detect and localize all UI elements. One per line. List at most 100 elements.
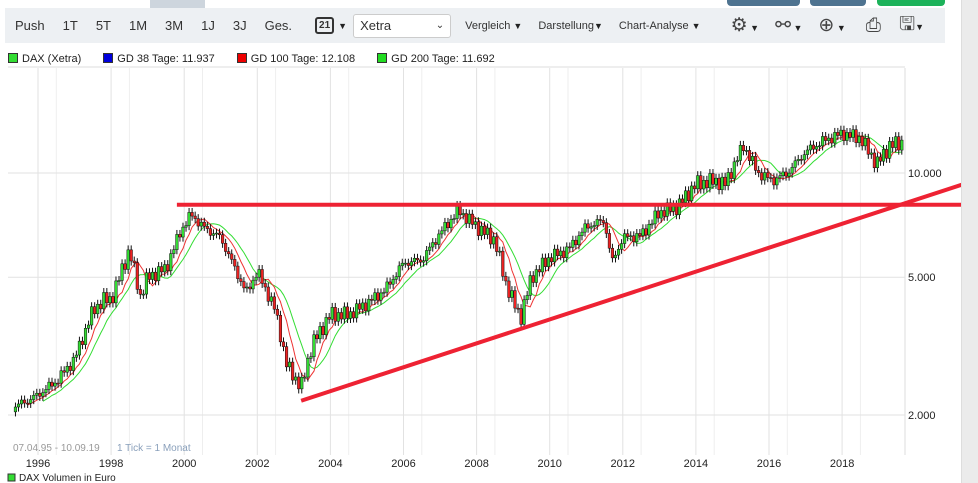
candle <box>129 249 133 262</box>
candle <box>711 173 715 185</box>
candle <box>507 280 511 298</box>
candle <box>492 236 496 245</box>
candle <box>525 295 529 301</box>
candle <box>324 317 328 335</box>
candle <box>16 403 21 408</box>
candle <box>479 225 484 236</box>
candle <box>537 269 541 273</box>
candle <box>747 150 752 162</box>
top-button-3[interactable] <box>877 0 945 6</box>
candle <box>336 312 340 322</box>
candle <box>236 265 240 279</box>
save-icon[interactable]: 🖫▼ <box>898 13 925 35</box>
menu-vergleich[interactable]: Vergleich ▼ <box>465 19 523 32</box>
exchange-select[interactable]: Xetra ⌄ <box>353 13 452 38</box>
candle <box>62 370 66 373</box>
candle <box>717 177 721 191</box>
range-3m[interactable]: 3M <box>165 18 184 33</box>
candle <box>677 198 682 215</box>
candle <box>178 234 182 238</box>
candle <box>388 281 392 285</box>
candle <box>111 296 115 304</box>
candle <box>309 356 313 359</box>
candle <box>281 341 286 347</box>
candle <box>857 136 861 143</box>
candle <box>714 177 718 185</box>
candle <box>845 132 849 141</box>
support-trendline <box>300 177 978 403</box>
legend-item: DAX (Xetra) <box>8 53 81 65</box>
candle <box>71 357 75 371</box>
range-ges[interactable]: Ges. <box>264 18 293 33</box>
candle <box>35 392 39 396</box>
candle <box>397 265 401 277</box>
candle <box>422 260 426 263</box>
candle <box>242 281 246 289</box>
range-3j[interactable]: 3J <box>232 18 247 33</box>
candle <box>269 296 273 302</box>
candle <box>367 298 371 312</box>
y-tick-label: 2.000 <box>908 410 936 422</box>
gear-icon[interactable]: ⚙ ▼ <box>730 15 760 36</box>
page-scrollbar[interactable] <box>961 0 978 483</box>
exchange-value: Xetra <box>360 18 392 33</box>
candle <box>361 302 365 310</box>
zoom-in-icon[interactable]: ⊕ ▼ <box>818 15 846 36</box>
candle <box>744 150 749 152</box>
range-1j[interactable]: 1J <box>201 18 215 33</box>
candle <box>348 311 353 319</box>
candle <box>851 129 855 138</box>
menu-darstellung[interactable]: Darstellung▼ <box>538 19 603 32</box>
candle <box>708 173 712 189</box>
menu-chart-analyse[interactable]: Chart-Analyse ▼ <box>618 19 701 32</box>
candle <box>872 152 876 169</box>
candle <box>77 340 81 356</box>
candle <box>385 281 389 293</box>
range-1m[interactable]: 1M <box>128 18 148 33</box>
candle <box>117 280 121 282</box>
candle <box>772 177 776 186</box>
candle <box>351 311 356 319</box>
range-1t[interactable]: 1T <box>62 18 78 33</box>
candle <box>620 243 624 250</box>
candle <box>687 190 691 202</box>
candle <box>157 266 161 281</box>
candle <box>796 159 800 162</box>
range-push[interactable]: Push <box>15 18 45 33</box>
candle <box>885 149 889 159</box>
candle <box>482 225 487 235</box>
candle <box>760 172 764 181</box>
candle <box>489 227 493 245</box>
candle <box>196 218 200 227</box>
legend-item: GD 38 Tage: 11.937 <box>103 53 215 65</box>
print-icon[interactable]: ⎙ <box>865 14 881 36</box>
candle <box>150 271 155 280</box>
caret-down-icon: ▼ <box>338 20 348 31</box>
candle <box>863 138 867 147</box>
candle <box>781 171 785 176</box>
candle <box>553 248 557 263</box>
network-icon[interactable]: ⚯ ▼ <box>775 15 803 36</box>
candle <box>294 376 298 381</box>
candle <box>510 290 514 298</box>
candle <box>65 365 69 373</box>
candle <box>827 137 831 141</box>
candle <box>211 233 215 236</box>
candle <box>476 221 480 236</box>
candle <box>239 278 243 282</box>
candle <box>458 205 462 216</box>
candle <box>571 239 575 248</box>
range-5t[interactable]: 5T <box>95 18 111 33</box>
candle <box>163 264 167 273</box>
candle <box>824 136 828 141</box>
top-button-2[interactable] <box>810 0 866 6</box>
candle <box>549 257 554 263</box>
candle <box>754 156 758 171</box>
candle <box>44 389 48 393</box>
calendar-button[interactable]: 21 ▼ <box>315 17 347 34</box>
candle <box>245 286 249 289</box>
candle <box>860 136 864 147</box>
candle <box>452 218 456 220</box>
top-button-1[interactable] <box>727 0 800 6</box>
